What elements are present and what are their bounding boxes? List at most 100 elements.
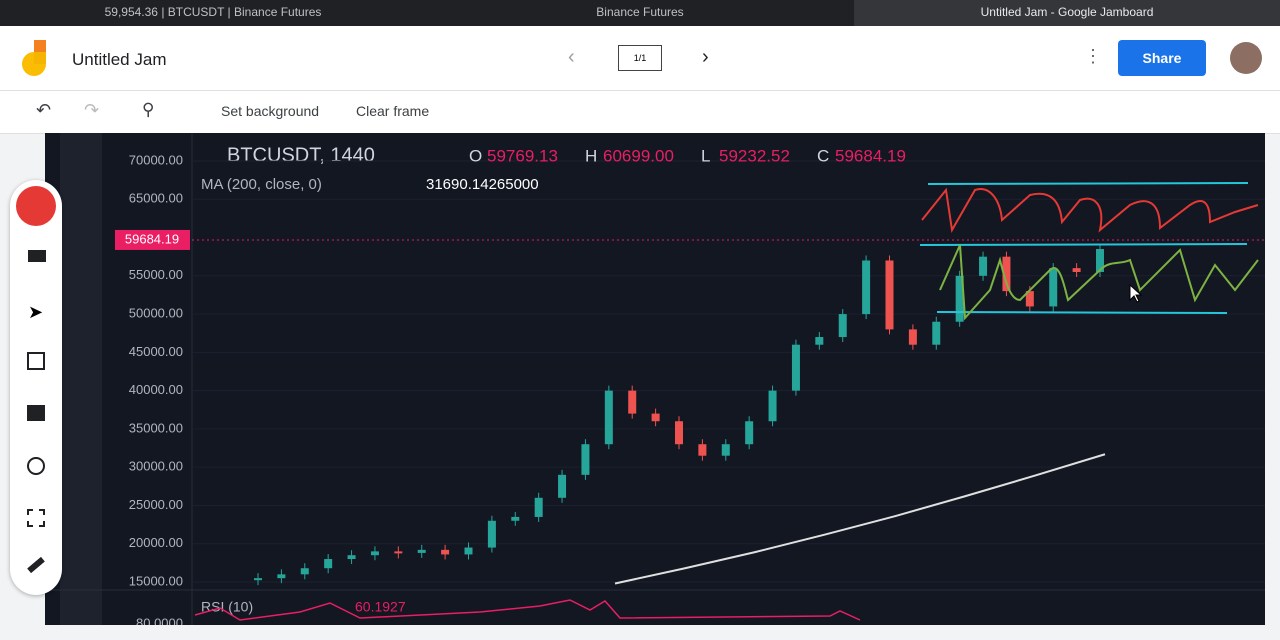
prev-frame[interactable]: ‹ bbox=[568, 46, 575, 68]
tab[interactable]: Binance Futures bbox=[596, 5, 684, 19]
candle bbox=[721, 444, 730, 456]
chart-background bbox=[45, 133, 1265, 625]
candle bbox=[534, 497, 543, 517]
price-tag: 59684.19 bbox=[125, 231, 179, 246]
ma-value: 31690.14265000 bbox=[426, 176, 539, 193]
candle bbox=[277, 574, 286, 579]
candle bbox=[394, 551, 403, 554]
annotations bbox=[919, 182, 1259, 321]
jam-title[interactable]: Untitled Jam bbox=[72, 50, 167, 69]
drawing-tools bbox=[60, 133, 102, 625]
candle bbox=[768, 390, 777, 422]
price-tag-box bbox=[115, 229, 190, 250]
y-tick-label: 45000.00 bbox=[129, 344, 183, 359]
y-tick-label: 25000.00 bbox=[129, 497, 183, 512]
select-tool[interactable]: ➤ bbox=[28, 302, 44, 322]
candle bbox=[441, 549, 450, 555]
y-tick-label: 35000.00 bbox=[129, 420, 183, 435]
zoom[interactable]: ⚲ bbox=[142, 100, 155, 119]
candle bbox=[979, 256, 988, 276]
ohlc-key: O bbox=[469, 146, 482, 165]
candle bbox=[370, 551, 379, 556]
app-header: Untitled Jam ‹ 1/1 › ⋮ bbox=[0, 26, 1280, 91]
y-tick-label: 65000.00 bbox=[129, 191, 183, 206]
y-tick-label: 40000.00 bbox=[129, 382, 183, 397]
candle bbox=[675, 421, 683, 445]
red-scribble bbox=[921, 187, 1259, 233]
tab-strip: 59,954.36 | BTCUSDT | Binance Futures Bi… bbox=[0, 0, 1280, 26]
cursor bbox=[1129, 283, 1143, 303]
next-frame[interactable]: › bbox=[702, 46, 709, 68]
toolbar: ↶ ↷ ⚲ Set background Clear frame bbox=[0, 91, 1280, 134]
candle bbox=[838, 314, 847, 338]
candle bbox=[511, 516, 520, 521]
eraser-tool[interactable] bbox=[28, 250, 46, 262]
candle bbox=[300, 568, 309, 575]
candle bbox=[815, 337, 824, 345]
note-tool[interactable] bbox=[27, 352, 45, 370]
logo bbox=[22, 40, 46, 76]
y-tick-label: 70000.00 bbox=[129, 152, 183, 167]
candle bbox=[558, 474, 567, 498]
y-tick-label: 50000.00 bbox=[129, 306, 183, 321]
candle bbox=[651, 413, 660, 422]
candle bbox=[745, 421, 754, 445]
ohlc-value: 59232.52 bbox=[719, 146, 790, 165]
ma-line bbox=[614, 453, 1106, 585]
ohlc-key: L bbox=[701, 146, 710, 165]
laser-tool[interactable] bbox=[27, 556, 45, 574]
rsi-value: 60.1927 bbox=[355, 599, 406, 615]
rsi-line bbox=[194, 599, 861, 621]
candle bbox=[932, 321, 941, 345]
ohlc-key: H bbox=[585, 146, 597, 165]
ohlc-value: 59769.13 bbox=[487, 146, 558, 165]
ohlc-value: 59684.19 bbox=[835, 146, 906, 165]
pen-tool[interactable] bbox=[16, 186, 56, 226]
candle bbox=[254, 578, 262, 581]
redo[interactable]: ↷ bbox=[84, 100, 100, 120]
candle bbox=[1002, 256, 1011, 292]
y-tick-label: 20000.00 bbox=[129, 535, 183, 550]
share-button[interactable]: Share bbox=[1118, 40, 1206, 76]
ma-label: MA (200, close, 0) bbox=[201, 176, 322, 193]
candle bbox=[464, 547, 473, 555]
candle bbox=[347, 555, 356, 560]
image-tool[interactable] bbox=[27, 405, 45, 421]
candle bbox=[581, 444, 590, 475]
candle bbox=[1025, 291, 1034, 307]
candle bbox=[1049, 268, 1058, 307]
candle bbox=[885, 260, 894, 330]
shape-tool[interactable] bbox=[27, 457, 45, 475]
candle bbox=[628, 390, 637, 414]
textbox-tool[interactable] bbox=[27, 509, 45, 527]
frame-pager[interactable]: 1/1 bbox=[618, 45, 662, 71]
candle bbox=[1072, 268, 1081, 272]
ohlc-value: 60699.00 bbox=[603, 146, 674, 165]
ohlc-key: C bbox=[817, 146, 829, 165]
candle bbox=[862, 260, 871, 315]
rsi-tick: 80.0000 bbox=[136, 615, 183, 625]
jam-tools: ➤ bbox=[10, 180, 62, 595]
avatar[interactable] bbox=[1230, 42, 1262, 74]
set-background[interactable]: Set background bbox=[221, 103, 320, 119]
rsi-label: RSI (10) bbox=[201, 599, 253, 615]
candle bbox=[698, 444, 707, 456]
more-menu[interactable]: ⋮ bbox=[1084, 46, 1102, 66]
tab[interactable]: 59,954.36 | BTCUSDT | Binance Futures bbox=[104, 5, 322, 19]
candle bbox=[1096, 249, 1104, 272]
candle bbox=[908, 329, 917, 345]
candle bbox=[955, 275, 964, 322]
candle bbox=[791, 344, 800, 391]
clear-frame[interactable]: Clear frame bbox=[356, 103, 430, 119]
y-tick-label: 15000.00 bbox=[129, 573, 183, 588]
green-scribble bbox=[939, 244, 1259, 321]
undo[interactable]: ↶ bbox=[36, 100, 52, 120]
channel-line bbox=[919, 182, 1249, 314]
candle bbox=[417, 549, 426, 553]
candle bbox=[604, 390, 613, 445]
y-tick-label: 55000.00 bbox=[129, 267, 183, 282]
tab[interactable]: Untitled Jam - Google Jamboard bbox=[854, 0, 1280, 26]
candle bbox=[324, 559, 333, 569]
y-tick-label: 30000.00 bbox=[129, 459, 183, 474]
